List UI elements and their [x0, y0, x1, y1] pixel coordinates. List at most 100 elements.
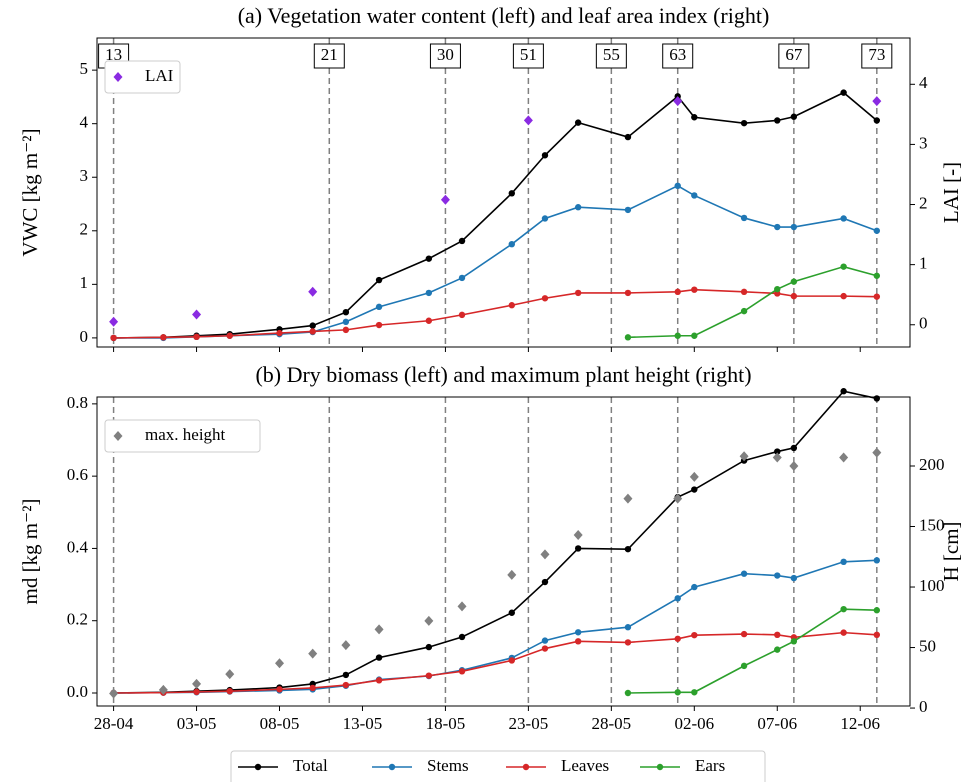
- point: [691, 114, 698, 121]
- point: [840, 263, 847, 270]
- point: [739, 451, 749, 462]
- stage-label: 21: [321, 45, 338, 64]
- series-line: [113, 91, 878, 339]
- point: [541, 645, 549, 652]
- legend-marker: [113, 72, 123, 82]
- y2-tick-label: 4: [919, 73, 928, 92]
- point: [840, 629, 847, 636]
- series-line: [113, 288, 877, 339]
- point: [624, 334, 632, 341]
- point: [508, 190, 515, 197]
- x-tick-label: 12-06: [840, 714, 880, 733]
- plot-frame: [96, 396, 911, 707]
- point: [309, 328, 316, 335]
- point: [458, 237, 466, 245]
- y2-tick-label: 100: [919, 576, 945, 595]
- point: [674, 332, 681, 339]
- point: [458, 311, 466, 319]
- legend-box: [230, 750, 766, 782]
- point: [342, 326, 350, 334]
- point: [740, 214, 748, 222]
- y-tick-label: 2: [80, 220, 89, 239]
- point: [624, 206, 632, 214]
- point: [673, 96, 683, 107]
- point: [624, 133, 632, 141]
- point: [674, 288, 681, 296]
- point: [774, 646, 781, 653]
- point: [790, 223, 798, 231]
- point: [309, 322, 316, 329]
- point: [774, 223, 781, 231]
- y2-axis-label: H [cm]: [939, 521, 963, 581]
- point: [674, 595, 681, 602]
- point: [789, 460, 799, 471]
- point: [740, 662, 748, 670]
- point: [425, 672, 433, 679]
- x-tick-label: 02-06: [674, 714, 714, 733]
- point: [458, 274, 466, 282]
- stage-label: 73: [868, 45, 885, 64]
- point: [691, 192, 698, 199]
- y-tick-label: 0.4: [67, 537, 89, 556]
- legend-label: Stems: [427, 756, 469, 775]
- point: [192, 309, 202, 320]
- point: [674, 689, 681, 696]
- stage-label: 51: [520, 45, 537, 64]
- point: [225, 669, 235, 680]
- stage-box: [313, 43, 345, 69]
- point: [839, 452, 849, 463]
- legend-box: [104, 419, 261, 453]
- legend-marker: [522, 763, 530, 771]
- y-tick-label: 3: [80, 166, 89, 185]
- point: [840, 215, 847, 222]
- point: [374, 624, 384, 635]
- point: [574, 629, 582, 636]
- point: [790, 113, 798, 120]
- point: [790, 638, 798, 645]
- y-tick-label: 5: [80, 59, 89, 78]
- point: [774, 631, 781, 639]
- point: [624, 639, 632, 646]
- point: [375, 654, 383, 661]
- y-tick-label: 0: [80, 327, 89, 346]
- legend-label: Total: [293, 756, 328, 775]
- y2-tick-label: 1: [919, 254, 928, 273]
- point: [674, 635, 681, 642]
- y2-tick-label: 200: [919, 455, 945, 474]
- point: [790, 292, 798, 300]
- point: [873, 631, 881, 639]
- stage-label: 63: [669, 45, 686, 64]
- y2-axis-label: LAI [-]: [939, 162, 963, 223]
- point: [109, 688, 119, 699]
- point: [673, 493, 683, 504]
- point: [689, 471, 699, 482]
- point: [160, 334, 167, 341]
- point: [740, 307, 748, 315]
- point: [840, 388, 847, 395]
- stage-label: 67: [785, 45, 803, 64]
- plot-frame: [96, 37, 911, 348]
- legend-label: max. height: [145, 425, 226, 444]
- point: [574, 545, 582, 552]
- point: [341, 640, 351, 651]
- point: [691, 689, 698, 696]
- point: [110, 334, 117, 342]
- legend-marker: [388, 763, 396, 771]
- point: [458, 633, 466, 641]
- point: [790, 574, 798, 582]
- x-tick-label: 28-04: [94, 714, 134, 733]
- x-tick-label: 07-06: [757, 714, 797, 733]
- point: [424, 615, 434, 626]
- point: [342, 671, 350, 679]
- point: [192, 678, 202, 689]
- legend-label: Ears: [695, 756, 725, 775]
- y-tick-label: 0.2: [67, 610, 88, 629]
- point: [774, 448, 781, 455]
- point: [508, 609, 515, 616]
- stage-box: [861, 43, 893, 69]
- point: [573, 529, 583, 540]
- point: [425, 289, 433, 297]
- point: [790, 278, 798, 285]
- point: [840, 605, 847, 613]
- point: [508, 302, 515, 309]
